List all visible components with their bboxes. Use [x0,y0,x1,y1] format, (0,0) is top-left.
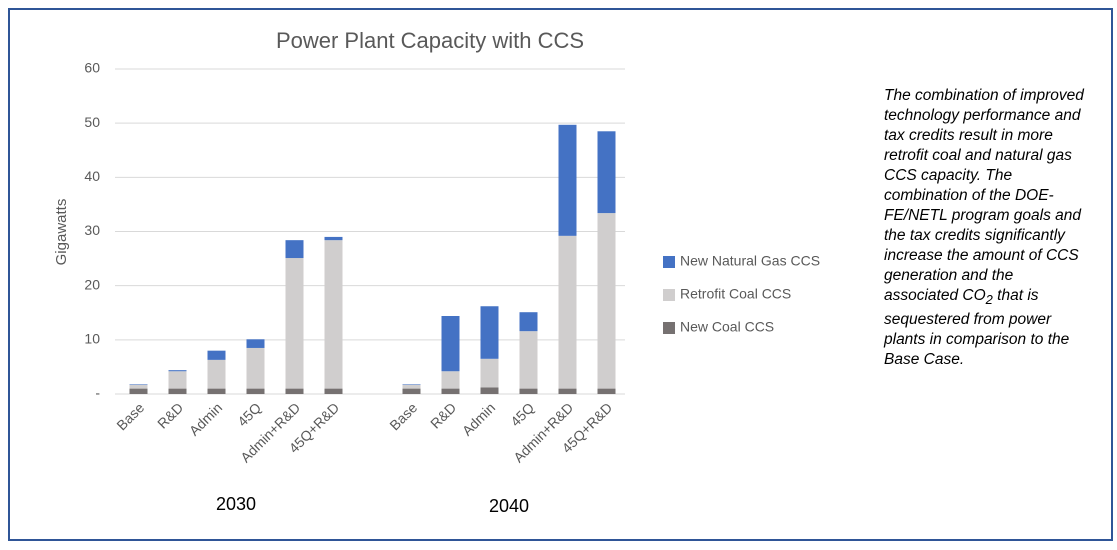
bar-segment [519,388,538,394]
x-tick-label: 45Q [234,399,264,429]
bar-segment [129,384,148,389]
chart-title: Power Plant Capacity with CCS [276,28,584,53]
bar-segment [597,131,616,214]
bar-segment [168,388,187,394]
bar-segment [441,371,460,389]
bar-segment [285,388,304,394]
bar-segment [285,240,304,259]
y-tick-label: 60 [84,60,100,76]
legend-label: New Coal CCS [680,319,774,335]
bar-segment [480,306,499,359]
group-label: 2030 [216,494,256,514]
bar-segment [207,388,226,394]
x-tick-label: 45Q [507,399,537,429]
bar-segment [441,316,460,372]
y-axis-label: Gigawatts [53,199,70,266]
x-tick-label: R&D [154,399,186,431]
note: The combination of improved technology p… [884,86,1084,370]
bar-segment [168,371,187,389]
bar-segment [558,235,577,389]
bar-segment [285,258,304,389]
x-tick-label: R&D [427,399,459,431]
bar-segment [558,388,577,394]
bar-segment [129,388,148,394]
bar-segment [246,347,265,389]
y-tick-label: 40 [84,168,100,184]
bar-segment [402,384,421,385]
bar-segment [402,384,421,389]
y-tick-label: 30 [84,222,100,238]
bar-segment [480,358,499,388]
bar-segment [441,388,460,394]
bar-segment [324,240,343,389]
bar-segment [246,388,265,394]
group-label: 2040 [489,496,529,516]
y-tick-label: 50 [84,114,100,130]
bar-segment [207,350,226,360]
legend-swatch [663,322,675,334]
y-tick-label: - [95,385,100,401]
note-text: The combination of improved technology p… [884,87,1084,304]
bar-segment [246,339,265,348]
bar-segment [324,236,343,241]
bar-segment [558,124,577,236]
legend-label: Retrofit Coal CCS [680,286,791,302]
bar-segment [402,388,421,394]
y-tick-label: 20 [84,276,100,292]
x-tick-label: Base [113,399,147,433]
frame [8,8,1113,541]
legend-swatch [663,289,675,301]
legend-swatch [663,256,675,268]
note-subscript: 2 [985,292,993,308]
bar-segment [480,387,499,394]
bar-segment [597,213,616,389]
bar-segment [168,370,187,372]
bar-segment [207,359,226,389]
bar-segment [597,388,616,394]
x-tick-label: Admin [186,399,225,438]
y-tick-label: 10 [84,331,100,347]
x-tick-label: Base [386,399,420,433]
legend-label: New Natural Gas CCS [680,253,820,269]
x-tick-label: Admin [459,399,498,438]
bar-segment [519,331,538,389]
note-text: that is sequestered from power plants in… [884,287,1070,369]
bar-segment [129,384,148,385]
bar-segment [324,388,343,394]
bar-segment [519,312,538,332]
